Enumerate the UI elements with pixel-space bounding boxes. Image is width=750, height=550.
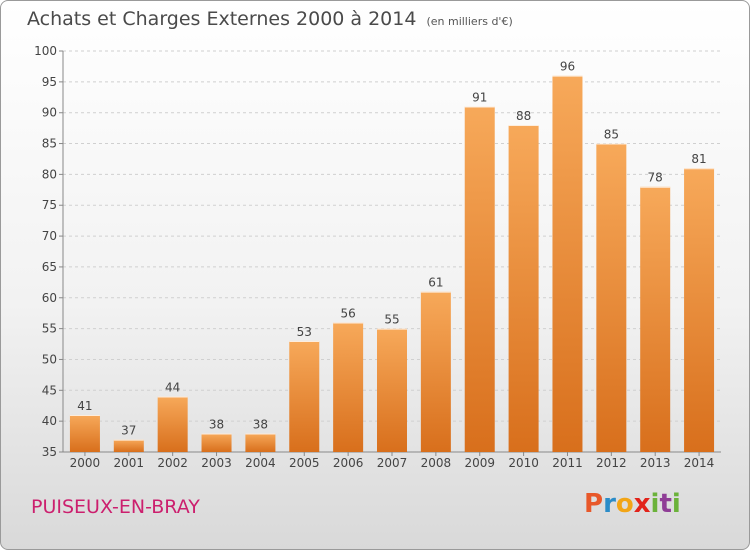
- bar: [245, 433, 276, 452]
- y-tick-label: 90: [42, 106, 57, 120]
- y-tick-label: 100: [34, 44, 57, 58]
- bar-value-label: 37: [121, 424, 136, 438]
- bar-value-label: 44: [165, 380, 180, 394]
- x-tick-label: 2007: [377, 456, 408, 470]
- bar: [289, 340, 320, 452]
- y-tick-label: 60: [42, 291, 57, 305]
- y-tick-label: 85: [42, 137, 57, 151]
- bar: [684, 168, 715, 452]
- chart-unit: (en milliers d'€): [426, 15, 513, 28]
- x-tick-label: 2010: [508, 456, 539, 470]
- x-tick-label: 2014: [684, 456, 715, 470]
- x-tick-label: 2008: [421, 456, 452, 470]
- bar-value-label: 41: [77, 399, 92, 413]
- bar: [640, 186, 671, 452]
- y-tick-label: 70: [42, 229, 57, 243]
- x-tick-label: 2003: [201, 456, 232, 470]
- x-tick-label: 2002: [157, 456, 188, 470]
- bar-value-label: 96: [560, 60, 575, 74]
- bar-value-label: 85: [604, 128, 619, 142]
- bar-value-label: 81: [691, 152, 706, 166]
- y-tick-label: 55: [42, 322, 57, 336]
- x-tick-label: 2009: [464, 456, 495, 470]
- y-tick-label: 80: [42, 167, 57, 181]
- y-tick-label: 95: [42, 75, 57, 89]
- y-tick-label: 45: [42, 383, 57, 397]
- chart-title: Achats et Charges Externes 2000 à 2014 (e…: [27, 8, 513, 30]
- y-tick-label: 35: [42, 445, 57, 459]
- bar-value-label: 38: [209, 417, 224, 431]
- location-label: PUISEUX-EN-BRAY: [31, 496, 200, 518]
- bar-value-label: 53: [297, 325, 312, 339]
- bar: [420, 291, 451, 452]
- bar: [113, 439, 144, 452]
- bar-value-label: 55: [384, 313, 399, 327]
- bar: [333, 322, 364, 452]
- x-tick-label: 2013: [640, 456, 671, 470]
- y-tick-label: 75: [42, 198, 57, 212]
- x-tick-label: 2001: [114, 456, 145, 470]
- bar-value-label: 38: [253, 417, 268, 431]
- x-tick-label: 2011: [552, 456, 583, 470]
- proxiti-logo: Proxiti: [584, 489, 681, 519]
- bar-value-label: 78: [648, 171, 663, 185]
- chart-title-text: Achats et Charges Externes 2000 à 2014: [27, 8, 417, 30]
- y-tick-label: 40: [42, 414, 57, 428]
- bar: [508, 125, 539, 453]
- bar: [69, 414, 100, 452]
- x-tick-label: 2004: [245, 456, 276, 470]
- x-tick-label: 2006: [333, 456, 364, 470]
- bar: [201, 433, 232, 452]
- bar: [596, 143, 627, 453]
- x-tick-label: 2005: [289, 456, 320, 470]
- x-tick-label: 2000: [70, 456, 101, 470]
- bar: [464, 106, 495, 453]
- bar-value-label: 88: [516, 109, 531, 123]
- y-tick-label: 50: [42, 352, 57, 366]
- bar-value-label: 61: [428, 276, 443, 290]
- y-tick-label: 65: [42, 260, 57, 274]
- bar: [157, 396, 188, 452]
- x-tick-label: 2012: [596, 456, 627, 470]
- bar-value-label: 56: [340, 306, 355, 320]
- bar: [552, 75, 583, 452]
- bar-value-label: 91: [472, 91, 487, 105]
- bar: [377, 328, 407, 452]
